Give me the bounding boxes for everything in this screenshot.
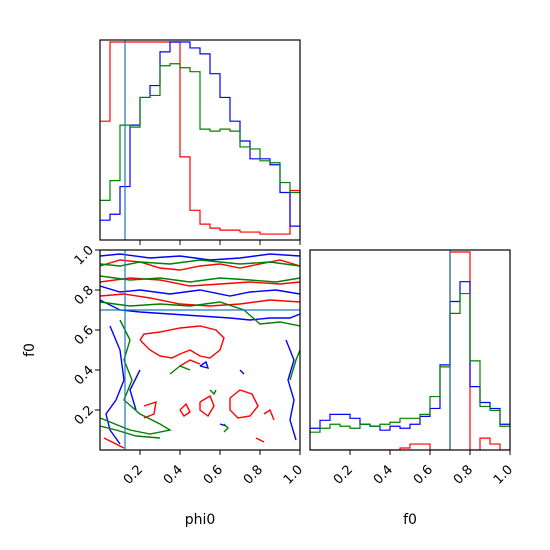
contour-green-6 <box>209 389 217 396</box>
hist-series-red <box>100 41 300 235</box>
contour-blue-5 <box>129 369 141 411</box>
plot-area <box>100 250 300 450</box>
y-tick-label: 0.4 <box>72 363 97 388</box>
contour-red-8 <box>229 389 259 419</box>
contour-blue-0 <box>100 253 300 261</box>
contour-green-1 <box>100 301 300 327</box>
contour-green-2 <box>100 275 300 283</box>
hist-series-green <box>310 292 510 433</box>
panel-frame <box>99 249 301 451</box>
y-tick-label: 0.2 <box>72 403 97 428</box>
contour-red-10 <box>103 437 125 449</box>
contour-red-5 <box>143 400 157 419</box>
contour-green-5 <box>169 365 191 375</box>
contour-blue-4 <box>285 339 297 441</box>
hist-series-red <box>310 251 510 450</box>
contour-red-9 <box>263 408 275 421</box>
contour-green-4 <box>100 425 161 439</box>
contour-blue-2 <box>100 285 300 297</box>
hist-series-blue <box>310 281 510 431</box>
contour-blue-1 <box>100 299 300 321</box>
phi0-marginal-panel <box>99 39 301 245</box>
f0-marginal-panel: 0.2 0.4 0.6 0.8 1.0 <box>309 249 516 488</box>
panel-frame <box>309 249 511 451</box>
contour-green-8 <box>289 349 300 381</box>
y-tick-label: 0.6 <box>72 323 97 348</box>
x-tick-label: 0.6 <box>411 462 436 487</box>
contour-blue-3 <box>105 325 125 445</box>
x-tick-label: 0.4 <box>371 462 396 487</box>
x-tick-label: 1.0 <box>281 462 306 487</box>
y-tick-label: 1.0 <box>72 243 97 268</box>
x-tick-label: 0.8 <box>451 462 476 487</box>
panel-frame <box>99 39 301 241</box>
y-tick-label: 0.8 <box>72 283 97 308</box>
y-axis-label-f0: f0 <box>22 343 38 357</box>
x-tick-label: 0.2 <box>331 462 356 487</box>
contour-red-7 <box>199 394 215 418</box>
hist-series-blue <box>100 41 300 227</box>
plot-area <box>100 40 300 240</box>
contour-green-3 <box>100 319 172 435</box>
x-tick-label: 0.2 <box>121 462 146 487</box>
hist-series-green <box>100 63 300 201</box>
contour-red-6 <box>179 402 191 417</box>
x-tick-label: 0.6 <box>201 462 226 487</box>
contour-red-1 <box>100 277 300 287</box>
contour-red-11 <box>255 437 265 443</box>
contour-red-3 <box>139 325 225 359</box>
x-tick-label: 1.0 <box>491 462 516 487</box>
contour-blue-6 <box>199 360 210 369</box>
contour-green-0 <box>100 259 300 267</box>
x-axis-label-f0: f0 <box>403 512 417 528</box>
x-axis-label-phi0: phi0 <box>185 512 216 528</box>
contour-blue-8 <box>239 369 245 375</box>
plot-area <box>310 250 510 450</box>
contour-green-7 <box>223 423 229 433</box>
contour-red-4 <box>179 359 201 367</box>
x-tick-label: 0.4 <box>161 462 186 487</box>
x-tick-label: 0.8 <box>241 462 266 487</box>
phi0-f0-contour-panel: 0.2 0.4 0.6 0.8 1.0 0.2 0.4 0.6 0.8 1.0 <box>72 243 306 488</box>
